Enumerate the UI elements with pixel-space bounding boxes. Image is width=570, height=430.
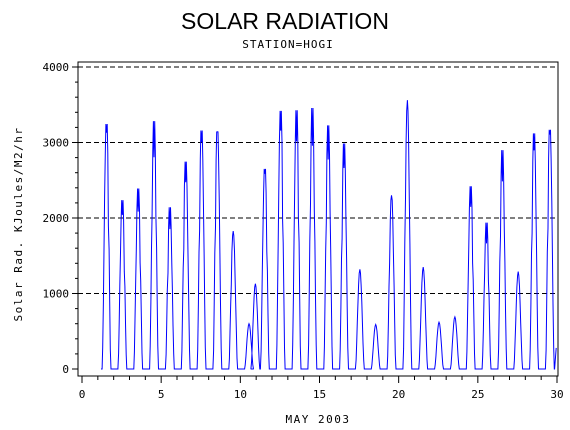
x-tick-label: 15 <box>313 388 326 401</box>
y-axis-label: Solar Rad. KJoules/M2/hr <box>12 127 25 322</box>
y-tick-label: 1000 <box>43 288 70 301</box>
x-tick-label: 10 <box>234 388 247 401</box>
chart-subtitle: STATION=HOGI <box>242 38 333 51</box>
y-tick-label: 2000 <box>43 212 70 225</box>
x-tick-label: 20 <box>392 388 405 401</box>
chart-title: SOLAR RADIATION <box>181 8 389 34</box>
x-tick-label: 5 <box>158 388 165 401</box>
x-tick-label: 30 <box>550 388 563 401</box>
y-tick-label: 3000 <box>43 137 70 150</box>
x-axis-label: MAY 2003 <box>286 413 351 426</box>
y-axis: 0 1000 2000 3000 4000 <box>43 61 78 376</box>
plot-frame <box>77 61 559 377</box>
grid-lines <box>78 66 558 294</box>
x-axis: 0 5 10 15 20 25 30 <box>79 376 564 401</box>
y-tick-label: 4000 <box>43 61 70 74</box>
x-tick-label: 0 <box>79 388 86 401</box>
solar-radiation-line <box>101 100 557 370</box>
y-tick-label: 0 <box>62 363 69 376</box>
x-tick-label: 25 <box>471 388 484 401</box>
